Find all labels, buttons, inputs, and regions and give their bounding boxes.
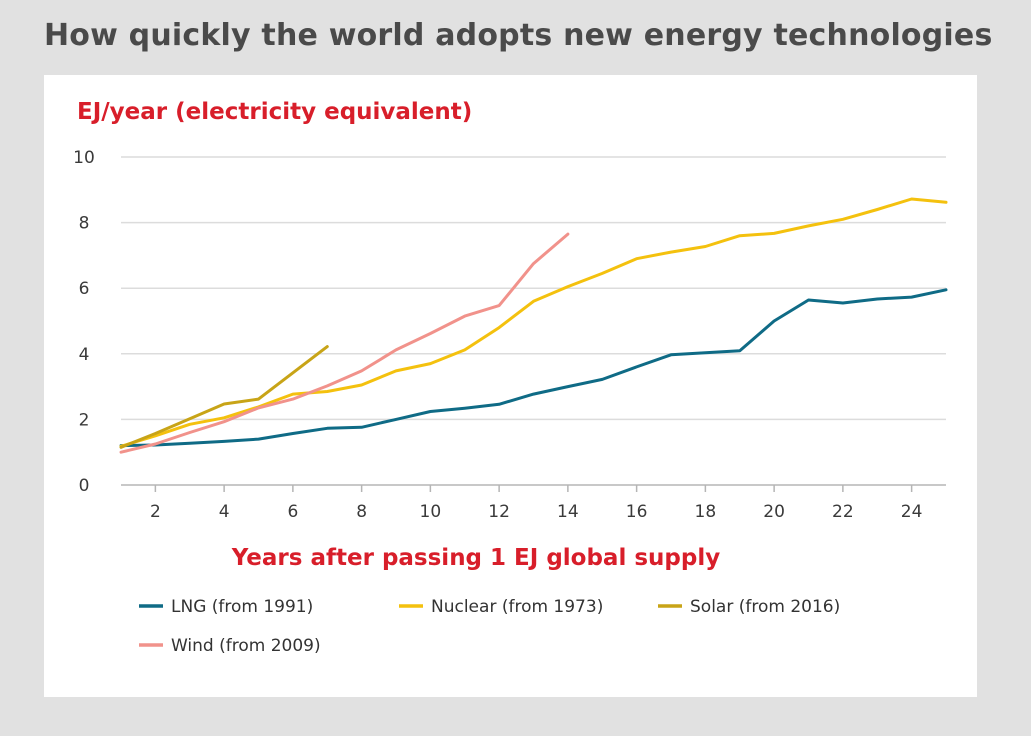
y-tick-label: 6 (79, 279, 90, 299)
gridlines (121, 156, 946, 421)
legend-item: LNG (from 1991) (139, 597, 313, 617)
x-tick-label: 16 (626, 502, 648, 522)
y-tick-label: 10 (73, 148, 95, 168)
x-tick-label: 14 (557, 502, 579, 522)
y-tick-label: 4 (79, 345, 90, 365)
y-tick-label: 8 (79, 214, 90, 234)
legend-item: Nuclear (from 1973) (399, 597, 603, 617)
series-line-0 (119, 288, 948, 448)
x-tick-label: 22 (832, 502, 854, 522)
x-axis-label: Years after passing 1 EJ global supply (231, 545, 720, 571)
series-line-3 (119, 232, 570, 454)
x-tick-label: 20 (763, 502, 785, 522)
x-tick-label: 12 (488, 502, 510, 522)
page-title: How quickly the world adopts new energy … (44, 18, 993, 53)
series-lines (119, 197, 948, 454)
x-tick-label: 18 (695, 502, 717, 522)
x-tick-label: 6 (287, 502, 298, 522)
y-tick-label: 0 (79, 476, 90, 496)
legend-item: Solar (from 2016) (658, 597, 840, 617)
series-line-1 (119, 197, 948, 448)
legend-label: LNG (from 1991) (171, 597, 313, 617)
legend-label: Wind (from 2009) (171, 636, 321, 656)
x-tick-label: 8 (356, 502, 367, 522)
x-tick-label: 10 (420, 502, 442, 522)
line-chart: EJ/year (electricity equivalent) 0246810… (73, 99, 948, 656)
legend: LNG (from 1991) Nuclear (from 1973) Solar … (139, 597, 840, 656)
y-tick-label: 2 (79, 410, 90, 430)
series-line-2 (119, 345, 329, 449)
y-axis-label: EJ/year (electricity equivalent) (77, 99, 472, 125)
x-tick-label: 4 (219, 502, 230, 522)
y-ticks: 0 2 4 6 8 10 (73, 148, 95, 496)
legend-label: Solar (from 2016) (690, 597, 840, 617)
legend-item: Wind (from 2009) (139, 636, 321, 656)
legend-label: Nuclear (from 1973) (431, 597, 603, 617)
chart-card: EJ/year (electricity equivalent) 0 2 4 6 8 10… (44, 75, 977, 697)
x-tick-label: 24 (901, 502, 923, 522)
x-axis: 2 4 6 8 10 12 14 16 18 20 22 24 (121, 484, 946, 522)
x-tick-label: 2 (150, 502, 161, 522)
